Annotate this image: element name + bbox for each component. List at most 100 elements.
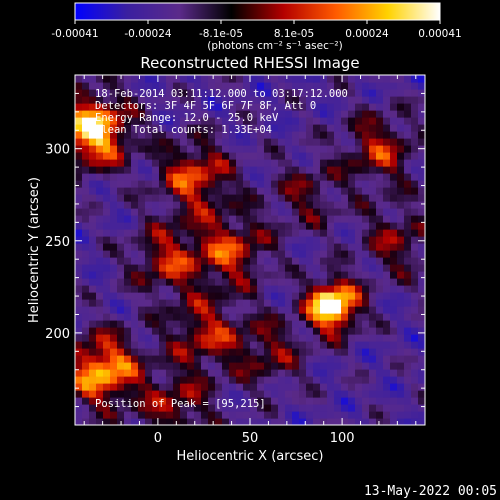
heatmap-cell <box>411 250 419 258</box>
heatmap-cell <box>418 110 425 118</box>
heatmap-cell <box>320 89 328 97</box>
heatmap-cell <box>418 159 425 167</box>
heatmap-cell <box>194 222 202 230</box>
heatmap-cell <box>131 404 139 412</box>
heatmap-cell <box>278 103 286 111</box>
heatmap-cell <box>299 327 307 335</box>
heatmap-cell <box>194 292 202 300</box>
heatmap-cell <box>166 320 174 328</box>
heatmap-cell <box>131 187 139 195</box>
heatmap-cell <box>103 131 111 139</box>
heatmap-cell <box>250 131 258 139</box>
heatmap-cell <box>229 215 237 223</box>
heatmap-cell <box>117 173 125 181</box>
heatmap-cell <box>348 271 356 279</box>
heatmap-cell <box>194 180 202 188</box>
heatmap-cell <box>306 334 314 342</box>
heatmap-cell <box>124 313 132 321</box>
heatmap-cell <box>292 89 300 97</box>
heatmap-cell <box>187 229 195 237</box>
heatmap-cell <box>257 103 265 111</box>
heatmap-cell <box>292 306 300 314</box>
heatmap-cell <box>208 138 216 146</box>
heatmap-cell <box>82 383 90 391</box>
heatmap-cell <box>243 89 251 97</box>
heatmap-cell <box>131 327 139 335</box>
heatmap-cell <box>229 194 237 202</box>
heatmap-cell <box>243 103 251 111</box>
heatmap-cell <box>404 124 412 132</box>
heatmap-cell <box>201 222 209 230</box>
heatmap-cell <box>117 236 125 244</box>
heatmap-cell <box>285 173 293 181</box>
heatmap-cell <box>208 117 216 125</box>
heatmap-cell <box>369 313 377 321</box>
heatmap-cell <box>243 222 251 230</box>
heatmap-cell <box>229 306 237 314</box>
heatmap-cell <box>117 397 125 405</box>
heatmap-cell <box>306 152 314 160</box>
heatmap-cell <box>320 110 328 118</box>
heatmap-cell <box>257 390 265 398</box>
heatmap-cell <box>271 264 279 272</box>
heatmap-cell <box>271 348 279 356</box>
heatmap-cell <box>229 222 237 230</box>
heatmap-cell <box>229 75 237 83</box>
heatmap-cell <box>208 362 216 370</box>
heatmap-cell <box>215 187 223 195</box>
heatmap-cell <box>369 271 377 279</box>
heatmap-cell <box>369 264 377 272</box>
heatmap-cell <box>418 124 425 132</box>
heatmap-cell <box>243 355 251 363</box>
heatmap-cell <box>131 383 139 391</box>
heatmap-cell <box>362 299 370 307</box>
heatmap-cell <box>264 215 272 223</box>
heatmap-cell <box>327 397 335 405</box>
heatmap-cell <box>306 166 314 174</box>
heatmap-cell <box>110 355 118 363</box>
heatmap-cell <box>418 257 425 265</box>
heatmap-cell <box>271 222 279 230</box>
heatmap-cell <box>110 166 118 174</box>
heatmap-cell <box>187 292 195 300</box>
heatmap-cell <box>222 236 230 244</box>
heatmap-cell <box>411 173 419 181</box>
heatmap-cell <box>201 173 209 181</box>
heatmap-cell <box>397 348 405 356</box>
heatmap-cell <box>376 348 384 356</box>
heatmap-cell <box>117 229 125 237</box>
heatmap-cell <box>313 348 321 356</box>
heatmap-cell <box>117 383 125 391</box>
heatmap-cell <box>369 187 377 195</box>
heatmap-cell <box>243 341 251 349</box>
heatmap-cell <box>376 173 384 181</box>
heatmap-cell <box>236 89 244 97</box>
heatmap-cell <box>222 194 230 202</box>
heatmap-cell <box>292 411 300 419</box>
heatmap-cell <box>124 355 132 363</box>
heatmap-cell <box>96 418 104 425</box>
heatmap-cell <box>397 334 405 342</box>
heatmap-cell <box>285 397 293 405</box>
heatmap-cell <box>243 166 251 174</box>
heatmap-cell <box>229 355 237 363</box>
heatmap-cell <box>187 187 195 195</box>
heatmap-cell <box>285 229 293 237</box>
heatmap-cell <box>89 215 97 223</box>
heatmap-cell <box>208 306 216 314</box>
heatmap-cell <box>75 397 83 405</box>
heatmap-cell <box>362 82 370 90</box>
heatmap-cell <box>166 208 174 216</box>
heatmap-cell <box>243 292 251 300</box>
heatmap-cell <box>215 257 223 265</box>
heatmap-cell <box>362 250 370 258</box>
heatmap-cell <box>285 348 293 356</box>
heatmap-cell <box>117 201 125 209</box>
heatmap-cell <box>397 257 405 265</box>
heatmap-cell <box>250 187 258 195</box>
heatmap-cell <box>243 215 251 223</box>
heatmap-cell <box>257 278 265 286</box>
heatmap-cell <box>383 355 391 363</box>
heatmap-cell <box>173 327 181 335</box>
heatmap-cell <box>257 271 265 279</box>
